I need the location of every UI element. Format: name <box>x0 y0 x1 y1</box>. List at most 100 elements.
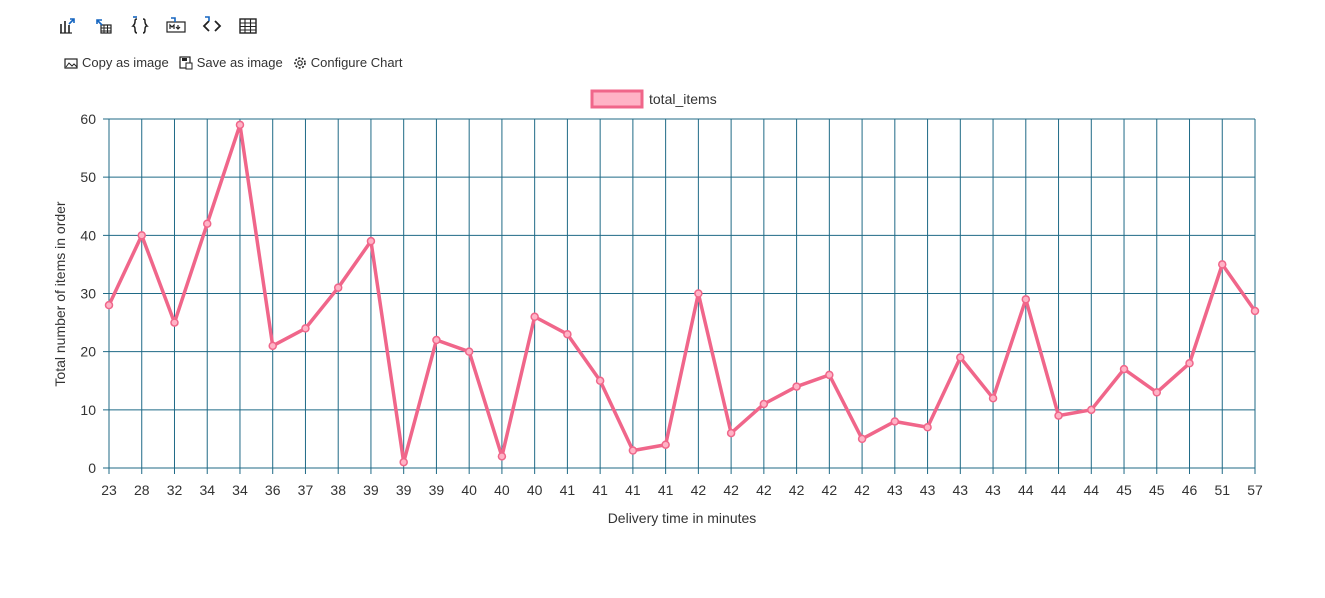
image-icon <box>64 57 78 69</box>
data-point[interactable] <box>104 300 114 310</box>
y-tick-label: 50 <box>80 169 96 185</box>
data-point[interactable] <box>1185 359 1194 368</box>
data-point[interactable] <box>759 399 769 409</box>
series-line-total-items <box>107 123 1257 464</box>
grid-table-icon[interactable] <box>230 14 266 38</box>
data-point[interactable] <box>268 341 277 351</box>
data-point[interactable] <box>792 382 801 391</box>
x-tick-label: 46 <box>1182 482 1198 498</box>
data-point[interactable] <box>1152 388 1162 397</box>
configure-chart-button[interactable]: Configure Chart <box>293 55 403 70</box>
data-point[interactable] <box>661 440 670 449</box>
data-point[interactable] <box>595 376 605 385</box>
copy-as-image-label: Copy as image <box>82 55 169 70</box>
configure-chart-label: Configure Chart <box>310 55 403 70</box>
data-point[interactable] <box>1021 295 1031 304</box>
x-tick-label: 39 <box>363 482 379 498</box>
x-tick-label: 28 <box>134 482 150 498</box>
data-point[interactable] <box>1218 260 1227 269</box>
x-tick-label: 44 <box>1018 482 1034 498</box>
x-axis-ticks: 23 28 32 34 34 36 37 38 39 39 39 40 40 40 41 41 41 41 42 42… <box>101 482 1263 498</box>
data-point[interactable] <box>301 324 310 333</box>
x-tick-label: 43 <box>985 482 1001 498</box>
data-point[interactable] <box>1054 411 1063 420</box>
copy-as-image-button[interactable]: Copy as image <box>64 55 169 70</box>
x-tick-label: 37 <box>298 482 314 498</box>
x-tick-label: 45 <box>1149 482 1165 498</box>
x-tick-label: 40 <box>527 482 543 498</box>
x-tick-label: 43 <box>920 482 936 498</box>
x-tick-label: 42 <box>723 482 739 498</box>
data-point[interactable] <box>825 370 834 380</box>
toolbar <box>50 14 266 38</box>
series-total-items <box>104 120 1260 467</box>
data-point[interactable] <box>366 236 376 246</box>
data-point[interactable] <box>628 446 638 455</box>
data-point[interactable] <box>464 347 474 356</box>
data-point[interactable] <box>694 289 703 298</box>
code-brackets-icon[interactable] <box>194 14 230 38</box>
data-point[interactable] <box>857 434 867 444</box>
json-braces-icon[interactable] <box>122 14 158 38</box>
x-tick-label: 39 <box>396 482 412 498</box>
data-point[interactable] <box>1119 364 1129 374</box>
x-tick-label: 42 <box>691 482 707 498</box>
x-tick-label: 23 <box>101 482 117 498</box>
data-point[interactable] <box>563 329 572 339</box>
bar-chart-export-icon[interactable] <box>50 14 86 38</box>
data-point[interactable] <box>202 219 212 228</box>
data-point[interactable] <box>1250 306 1260 316</box>
x-tick-label: 42 <box>789 482 805 498</box>
data-point[interactable] <box>956 353 965 362</box>
grid-lines <box>103 118 1256 474</box>
data-point[interactable] <box>1087 405 1096 415</box>
x-tick-label: 34 <box>232 482 248 498</box>
y-tick-label: 30 <box>80 286 96 302</box>
x-tick-label: 44 <box>1083 482 1099 498</box>
data-point[interactable] <box>890 417 900 426</box>
x-axis-title: Delivery time in minutes <box>608 510 757 526</box>
x-tick-label: 40 <box>461 482 477 498</box>
x-tick-label: 32 <box>167 482 183 498</box>
save-image-icon <box>179 55 193 69</box>
chart-actions: Copy as image Save as image Configure Ch… <box>64 55 403 70</box>
markdown-icon[interactable] <box>158 14 194 38</box>
data-point[interactable] <box>235 120 245 130</box>
x-tick-label: 34 <box>199 482 215 498</box>
x-tick-label: 41 <box>625 482 641 498</box>
x-tick-label: 38 <box>330 482 346 498</box>
data-point[interactable] <box>432 335 441 345</box>
data-point[interactable] <box>497 452 507 461</box>
data-point[interactable] <box>726 428 736 438</box>
x-tick-label: 51 <box>1214 482 1230 498</box>
y-axis-title: Total number of items in order <box>52 201 68 387</box>
data-point[interactable] <box>170 318 179 327</box>
y-tick-label: 60 <box>80 111 96 127</box>
y-tick-label: 10 <box>80 402 96 418</box>
x-tick-label: 45 <box>1116 482 1132 498</box>
x-tick-label: 43 <box>953 482 969 498</box>
x-tick-label: 42 <box>756 482 772 498</box>
x-tick-label: 43 <box>887 482 903 498</box>
y-tick-label: 20 <box>80 344 96 360</box>
data-point[interactable] <box>137 231 146 240</box>
x-tick-label: 41 <box>658 482 674 498</box>
data-point[interactable] <box>530 312 539 322</box>
x-tick-label: 42 <box>854 482 870 498</box>
data-point[interactable] <box>333 283 343 292</box>
data-point[interactable] <box>988 393 998 403</box>
x-tick-label: 41 <box>560 482 576 498</box>
x-tick-label: 41 <box>592 482 608 498</box>
y-axis-ticks: 0 10 20 30 40 50 60 <box>80 111 96 476</box>
legend-swatch <box>590 89 644 109</box>
x-tick-label: 57 <box>1247 482 1263 498</box>
table-export-icon[interactable] <box>86 14 122 38</box>
legend[interactable]: total_items <box>590 89 717 109</box>
y-tick-label: 0 <box>88 460 96 476</box>
data-point[interactable] <box>399 457 408 467</box>
save-as-image-button[interactable]: Save as image <box>179 55 283 70</box>
x-tick-label: 42 <box>822 482 838 498</box>
x-tick-label: 44 <box>1051 482 1067 498</box>
data-point[interactable] <box>923 423 932 432</box>
y-tick-label: 40 <box>80 227 96 243</box>
